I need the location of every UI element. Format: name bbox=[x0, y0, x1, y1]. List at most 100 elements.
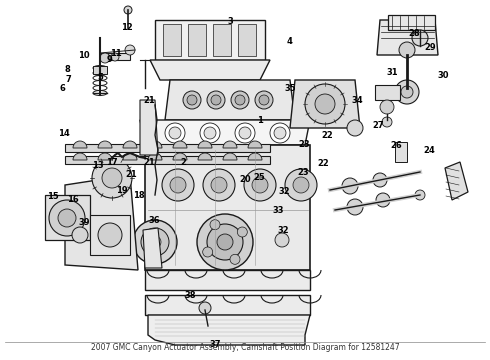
Wedge shape bbox=[198, 153, 212, 160]
Circle shape bbox=[149, 236, 161, 248]
Circle shape bbox=[235, 123, 255, 143]
Circle shape bbox=[285, 169, 317, 201]
Circle shape bbox=[412, 30, 428, 46]
Polygon shape bbox=[188, 24, 206, 56]
Polygon shape bbox=[145, 270, 310, 290]
Circle shape bbox=[252, 177, 268, 193]
Circle shape bbox=[165, 123, 185, 143]
Circle shape bbox=[270, 123, 290, 143]
Circle shape bbox=[187, 95, 197, 105]
Circle shape bbox=[347, 120, 363, 136]
Circle shape bbox=[183, 91, 201, 109]
Circle shape bbox=[293, 177, 309, 193]
Text: 16: 16 bbox=[67, 195, 78, 204]
Circle shape bbox=[204, 127, 216, 139]
Text: 10: 10 bbox=[78, 51, 90, 60]
Text: 37: 37 bbox=[210, 341, 221, 349]
Text: 36: 36 bbox=[148, 216, 160, 225]
Circle shape bbox=[111, 53, 119, 61]
Text: 29: 29 bbox=[424, 43, 436, 52]
Text: 13: 13 bbox=[92, 161, 104, 170]
Text: 12: 12 bbox=[122, 22, 133, 31]
Wedge shape bbox=[73, 153, 87, 160]
Text: 17: 17 bbox=[106, 158, 118, 167]
Circle shape bbox=[98, 223, 122, 247]
Text: 11: 11 bbox=[110, 49, 122, 58]
Circle shape bbox=[162, 169, 194, 201]
Text: 21: 21 bbox=[144, 158, 155, 167]
Wedge shape bbox=[248, 141, 262, 148]
Text: 38: 38 bbox=[184, 292, 196, 300]
Circle shape bbox=[211, 177, 227, 193]
Circle shape bbox=[58, 209, 76, 227]
Circle shape bbox=[170, 177, 186, 193]
Text: 25: 25 bbox=[254, 173, 266, 181]
Text: 32: 32 bbox=[278, 187, 290, 196]
Bar bbox=[395, 142, 407, 162]
Polygon shape bbox=[140, 100, 158, 155]
Circle shape bbox=[207, 224, 243, 260]
Wedge shape bbox=[173, 141, 187, 148]
Circle shape bbox=[342, 178, 358, 194]
Circle shape bbox=[259, 95, 269, 105]
Circle shape bbox=[230, 254, 240, 264]
Circle shape bbox=[399, 42, 415, 58]
Wedge shape bbox=[98, 141, 112, 148]
Circle shape bbox=[92, 158, 132, 198]
Text: 22: 22 bbox=[321, 130, 333, 139]
Text: 6: 6 bbox=[60, 84, 66, 93]
Text: 15: 15 bbox=[47, 192, 59, 201]
Text: 2: 2 bbox=[181, 158, 187, 167]
Polygon shape bbox=[140, 120, 310, 145]
Polygon shape bbox=[445, 162, 468, 200]
Polygon shape bbox=[65, 175, 138, 270]
Text: 20: 20 bbox=[239, 175, 251, 184]
Polygon shape bbox=[100, 53, 130, 60]
Text: 33: 33 bbox=[272, 206, 284, 215]
Circle shape bbox=[237, 227, 247, 237]
Text: 24: 24 bbox=[423, 145, 435, 155]
Text: 28: 28 bbox=[408, 29, 420, 37]
Circle shape bbox=[200, 123, 220, 143]
Text: 1: 1 bbox=[257, 116, 263, 125]
Circle shape bbox=[415, 190, 425, 200]
Text: 8: 8 bbox=[65, 65, 71, 74]
Bar bbox=[65, 144, 270, 152]
Circle shape bbox=[207, 91, 225, 109]
Wedge shape bbox=[223, 141, 237, 148]
Polygon shape bbox=[143, 228, 162, 268]
Circle shape bbox=[169, 127, 181, 139]
Polygon shape bbox=[155, 20, 265, 60]
Circle shape bbox=[197, 214, 253, 270]
Text: 31: 31 bbox=[386, 68, 398, 77]
Circle shape bbox=[124, 6, 132, 14]
Bar bbox=[93, 66, 107, 74]
Circle shape bbox=[210, 220, 220, 230]
Wedge shape bbox=[123, 153, 137, 160]
Text: 21: 21 bbox=[144, 96, 155, 105]
Text: 30: 30 bbox=[438, 71, 449, 80]
Text: 35: 35 bbox=[284, 84, 296, 93]
Wedge shape bbox=[73, 141, 87, 148]
Text: 39: 39 bbox=[78, 218, 90, 227]
Text: 26: 26 bbox=[390, 141, 402, 150]
Text: 23: 23 bbox=[297, 168, 309, 177]
Text: 9: 9 bbox=[106, 55, 112, 64]
Text: 3: 3 bbox=[227, 17, 233, 26]
Circle shape bbox=[100, 53, 110, 63]
Text: 27: 27 bbox=[372, 122, 384, 130]
Text: 5: 5 bbox=[98, 73, 103, 82]
Text: 7: 7 bbox=[66, 75, 72, 84]
Text: 23: 23 bbox=[298, 140, 310, 149]
Circle shape bbox=[315, 94, 335, 114]
Circle shape bbox=[49, 200, 85, 236]
Text: 22: 22 bbox=[318, 159, 329, 168]
Text: 4: 4 bbox=[286, 37, 292, 46]
Polygon shape bbox=[388, 15, 435, 30]
Circle shape bbox=[235, 95, 245, 105]
Circle shape bbox=[239, 127, 251, 139]
Bar bbox=[375, 85, 400, 100]
Circle shape bbox=[125, 45, 135, 55]
Circle shape bbox=[199, 302, 211, 314]
Polygon shape bbox=[90, 215, 130, 255]
